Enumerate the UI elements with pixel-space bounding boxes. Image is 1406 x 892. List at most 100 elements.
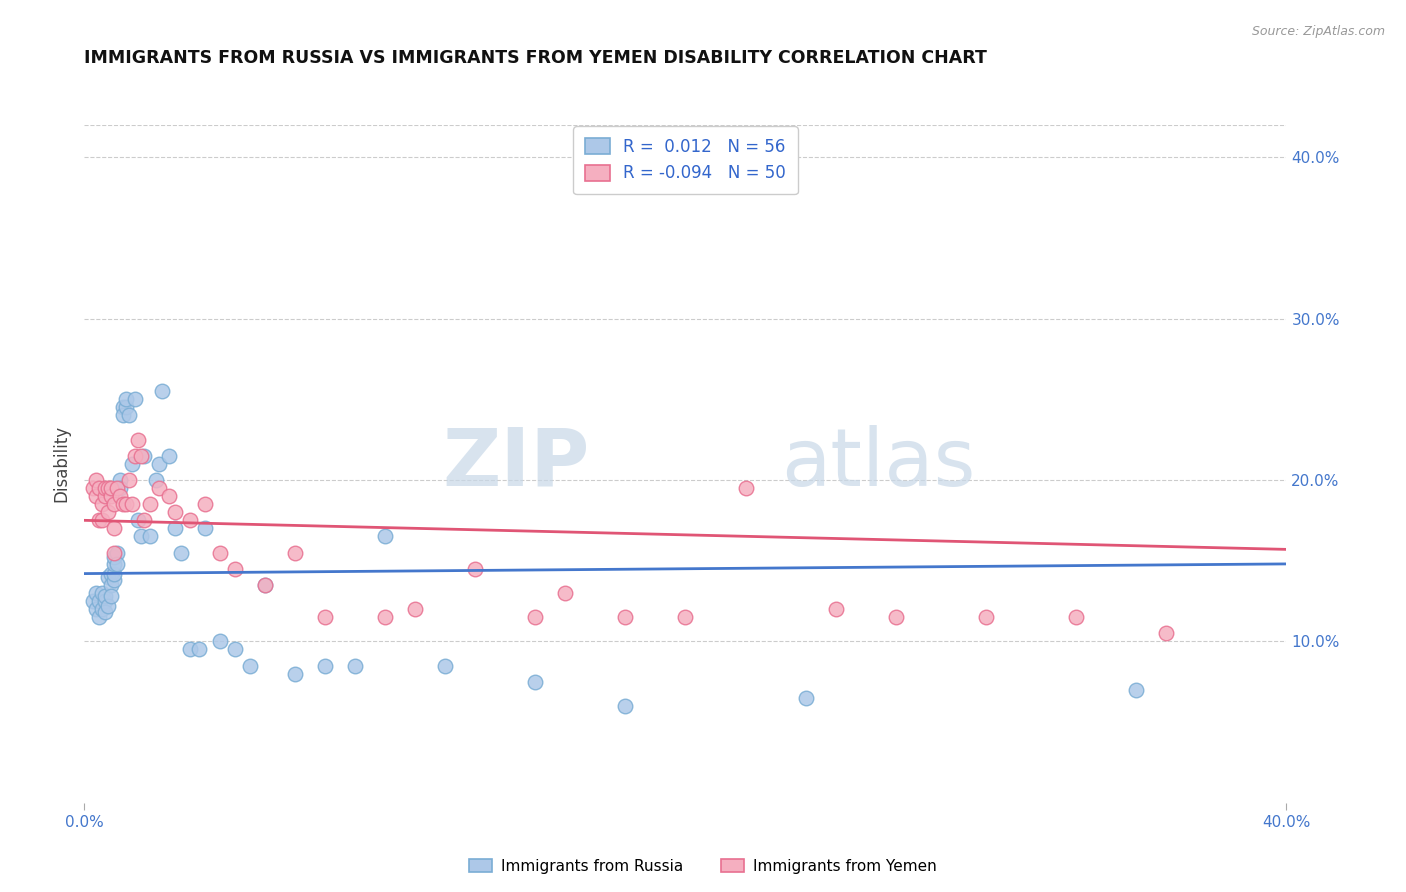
Point [824,602,846,616]
Point [131,449,153,463]
Point [103,497,125,511]
Point [115,392,138,407]
Point [91,602,114,616]
Point [97,599,120,613]
Point [107,546,129,560]
Point [100,578,122,592]
Point [253,578,276,592]
Point [110,473,132,487]
Point [97,481,120,495]
Point [103,550,125,565]
Text: Source: ZipAtlas.com: Source: ZipAtlas.com [1251,25,1385,38]
Point [86,602,108,616]
Text: ZIP: ZIP [441,425,589,503]
Point [179,642,201,657]
Point [107,557,129,571]
Point [253,578,276,592]
Point [94,589,117,603]
Point [115,401,138,415]
Point [124,392,146,407]
Point [1156,626,1178,640]
Point [1125,682,1147,697]
Point [139,497,162,511]
Point [208,634,231,648]
Point [187,642,209,657]
Point [794,690,817,705]
Point [614,698,637,713]
Point [554,586,576,600]
Legend: R =  0.012   N = 56, R = -0.094   N = 50: R = 0.012 N = 56, R = -0.094 N = 50 [574,127,797,194]
Legend: Immigrants from Russia, Immigrants from Yemen: Immigrants from Russia, Immigrants from … [463,853,943,880]
Point [179,513,201,527]
Point [464,562,486,576]
Point [134,513,156,527]
Point [115,497,138,511]
Point [163,505,186,519]
Point [524,674,547,689]
Point [614,610,637,624]
Point [91,586,114,600]
Point [374,529,396,543]
Point [134,449,156,463]
Point [100,566,122,581]
Point [94,605,117,619]
Point [91,513,114,527]
Point [169,546,191,560]
Point [404,602,426,616]
Point [148,457,170,471]
Point [127,433,149,447]
Point [89,610,111,624]
Point [89,594,111,608]
Point [208,546,231,560]
Point [374,610,396,624]
Point [103,566,125,581]
Point [107,481,129,495]
Text: IMMIGRANTS FROM RUSSIA VS IMMIGRANTS FROM YEMEN DISABILITY CORRELATION CHART: IMMIGRANTS FROM RUSSIA VS IMMIGRANTS FRO… [84,49,987,67]
Point [224,642,246,657]
Point [1064,610,1087,624]
Point [118,409,141,423]
Point [103,573,125,587]
Point [86,586,108,600]
Point [100,481,122,495]
Point [194,521,217,535]
Point [112,409,135,423]
Point [284,546,307,560]
Point [139,529,162,543]
Point [91,497,114,511]
Point [89,481,111,495]
Point [103,546,125,560]
Point [734,481,756,495]
Point [100,489,122,503]
Point [110,481,132,495]
Point [103,521,125,535]
Point [97,570,120,584]
Point [974,610,997,624]
Point [157,489,180,503]
Point [145,473,167,487]
Point [884,610,907,624]
Point [127,513,149,527]
Point [89,513,111,527]
Point [524,610,547,624]
Point [157,449,180,463]
Point [100,589,122,603]
Point [121,457,143,471]
Point [194,497,217,511]
Point [343,658,366,673]
Point [434,658,457,673]
Point [94,489,117,503]
Point [112,497,135,511]
Point [224,562,246,576]
Point [314,610,336,624]
Point [239,658,262,673]
Point [82,481,104,495]
Point [118,473,141,487]
Point [314,658,336,673]
Point [94,481,117,495]
Point [112,401,135,415]
Point [148,481,170,495]
Point [94,594,117,608]
Point [110,489,132,503]
Point [152,384,174,399]
